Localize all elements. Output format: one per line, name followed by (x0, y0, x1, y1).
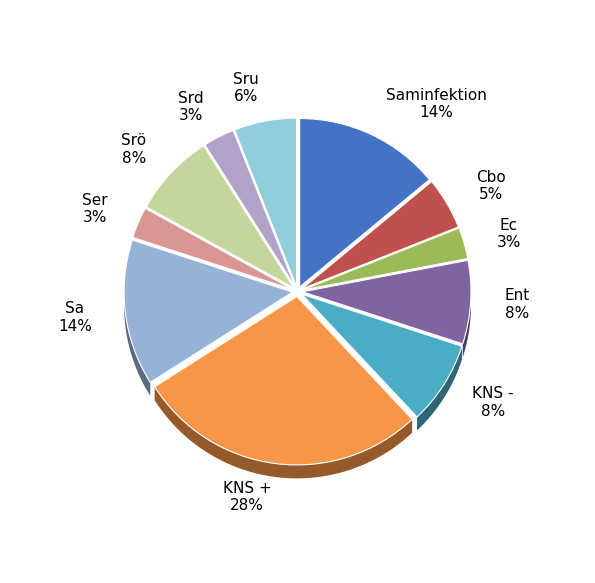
Text: Sa
14%: Sa 14% (58, 301, 92, 333)
Polygon shape (124, 269, 151, 396)
Text: Ent
8%: Ent 8% (504, 289, 530, 321)
Text: Ec
3%: Ec 3% (496, 217, 521, 250)
Text: Sru
6%: Sru 6% (233, 72, 259, 104)
Wedge shape (124, 240, 293, 382)
Wedge shape (146, 146, 294, 288)
Wedge shape (205, 131, 295, 287)
Text: Cbo
5%: Cbo 5% (476, 170, 506, 202)
Text: KNS -
8%: KNS - 8% (472, 387, 514, 419)
Wedge shape (155, 297, 412, 465)
Wedge shape (133, 208, 293, 290)
Polygon shape (155, 387, 412, 479)
Wedge shape (302, 181, 458, 289)
Polygon shape (417, 346, 462, 430)
Text: KNS +
28%: KNS + 28% (223, 481, 271, 513)
Text: Srö
8%: Srö 8% (121, 134, 146, 166)
Polygon shape (463, 267, 471, 357)
Text: Srd
3%: Srd 3% (178, 91, 203, 123)
Text: Ser
3%: Ser 3% (82, 193, 107, 226)
Text: Saminfektion
14%: Saminfektion 14% (386, 88, 487, 120)
Wedge shape (302, 260, 471, 344)
Wedge shape (234, 118, 296, 286)
Wedge shape (300, 118, 430, 287)
Wedge shape (302, 228, 468, 290)
Wedge shape (302, 294, 462, 417)
